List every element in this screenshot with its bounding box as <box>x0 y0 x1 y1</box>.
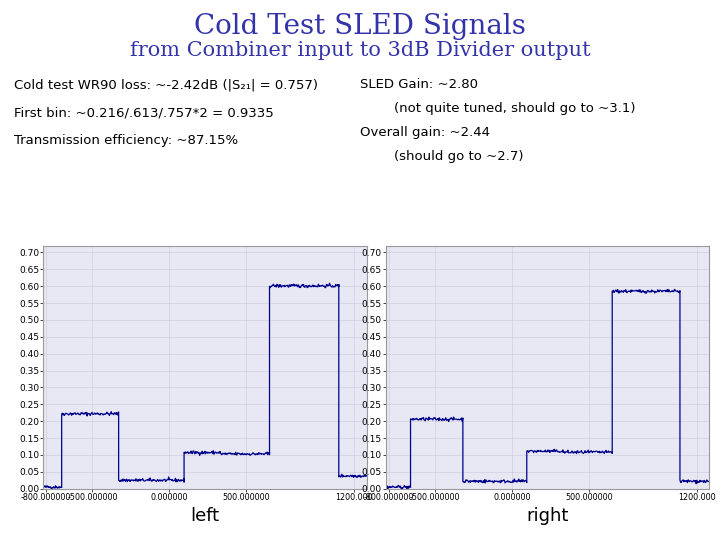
Text: SLED Gain: ~2.80: SLED Gain: ~2.80 <box>360 78 478 91</box>
X-axis label: left: left <box>190 508 220 525</box>
Text: Overall gain: ~2.44: Overall gain: ~2.44 <box>360 126 490 139</box>
Text: Cold test WR90 loss: ~-2.42dB (|S₂₁| = 0.757): Cold test WR90 loss: ~-2.42dB (|S₂₁| = 0… <box>14 78 318 91</box>
Text: Cold Test SLED Signals: Cold Test SLED Signals <box>194 14 526 40</box>
Text: (should go to ~2.7): (should go to ~2.7) <box>360 150 523 163</box>
X-axis label: right: right <box>526 508 569 525</box>
Text: from Combiner input to 3dB Divider output: from Combiner input to 3dB Divider outpu… <box>130 40 590 59</box>
Text: (not quite tuned, should go to ~3.1): (not quite tuned, should go to ~3.1) <box>360 102 636 115</box>
Text: First bin: ~0.216/.613/.757*2 = 0.9335: First bin: ~0.216/.613/.757*2 = 0.9335 <box>14 106 274 119</box>
Text: Transmission efficiency: ~87.15%: Transmission efficiency: ~87.15% <box>14 134 238 147</box>
